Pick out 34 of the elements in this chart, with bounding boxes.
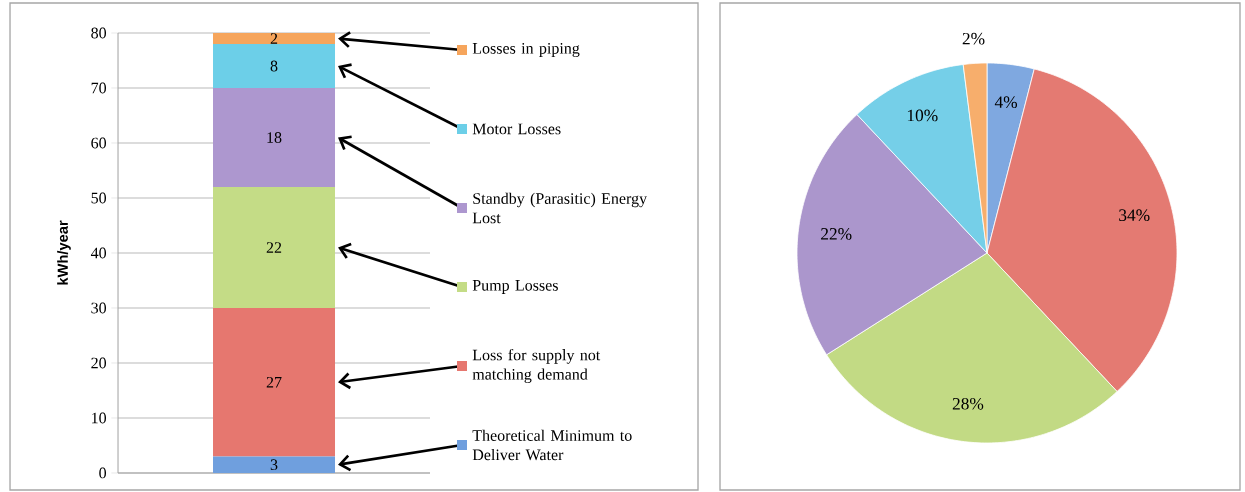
data-label: 22 xyxy=(266,242,282,253)
y-tick-label: 70 xyxy=(91,82,107,94)
data-label: 2% xyxy=(962,32,985,45)
data-label: 27 xyxy=(266,376,282,388)
data-label: 22% xyxy=(821,228,852,240)
y-tick-label: 30 xyxy=(91,302,107,314)
data-label: 8 xyxy=(270,60,278,72)
y-tick-label: 50 xyxy=(91,192,107,204)
data-label: 3 xyxy=(270,459,278,471)
bar xyxy=(213,456,336,473)
legend-label: Motor Losses xyxy=(472,123,561,135)
legend-label: Loss for supply not matching demand xyxy=(472,348,601,384)
y-tick-label: 10 xyxy=(92,412,107,424)
bar xyxy=(213,187,336,308)
data-label: 28% xyxy=(952,397,984,410)
y-axis-title: kWh/year xyxy=(57,220,71,285)
legend-label: Standby (Parasitic) Energy Lost xyxy=(472,192,648,224)
data-label: 34% xyxy=(1119,209,1150,222)
legend-label: Losses in piping xyxy=(472,42,580,58)
y-tick-label: 20 xyxy=(91,357,107,369)
bar xyxy=(213,307,336,457)
data-label: 10% xyxy=(907,109,938,122)
y-tick-label: 80 xyxy=(91,27,107,39)
data-label: 2 xyxy=(270,33,278,44)
y-tick-label: 60 xyxy=(91,137,107,149)
bar xyxy=(213,33,336,44)
legend-label: Pump Losses xyxy=(472,280,558,294)
bar xyxy=(213,44,336,88)
bar xyxy=(213,88,336,187)
y-tick-label: 40 xyxy=(90,247,107,259)
data-label: 4% xyxy=(994,96,1018,109)
legend-label: Theoretical Minimum to Deliver Water xyxy=(472,429,632,461)
y-tick-label: 0 xyxy=(99,467,107,479)
data-label: 18 xyxy=(267,132,282,143)
